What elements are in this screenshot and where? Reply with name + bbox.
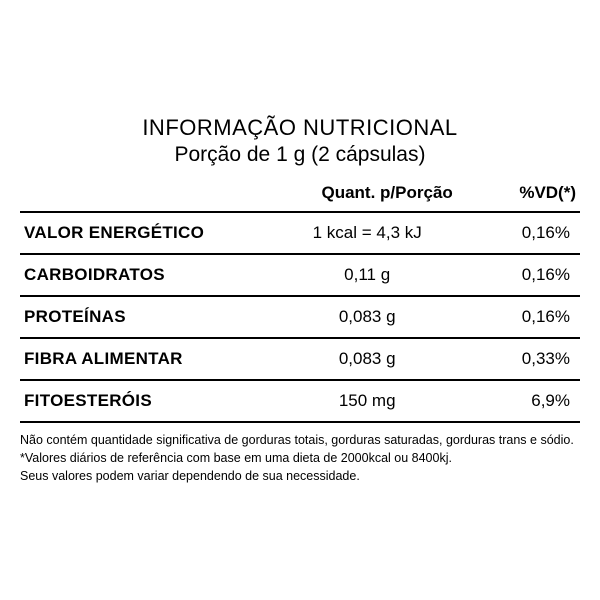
col-header-vd: %VD(*): [457, 177, 580, 212]
table-row: PROTEÍNAS 0,083 g 0,16%: [20, 296, 580, 338]
footnotes: Não contém quantidade significativa de g…: [20, 431, 580, 485]
table-row: VALOR ENERGÉTICO 1 kcal = 4,3 kJ 0,16%: [20, 212, 580, 254]
cell-name: VALOR ENERGÉTICO: [20, 212, 278, 254]
panel-title: INFORMAÇÃO NUTRICIONAL: [20, 115, 580, 141]
cell-qty: 150 mg: [278, 380, 457, 422]
footnote-line: Seus valores podem variar dependendo de …: [20, 467, 580, 485]
table-row: FITOESTERÓIS 150 mg 6,9%: [20, 380, 580, 422]
footnote-line: *Valores diários de referência com base …: [20, 449, 580, 467]
col-header-qty: Quant. p/Porção: [278, 177, 457, 212]
cell-vd: 0,16%: [457, 212, 580, 254]
cell-name: CARBOIDRATOS: [20, 254, 278, 296]
table-row: CARBOIDRATOS 0,11 g 0,16%: [20, 254, 580, 296]
cell-vd: 0,16%: [457, 296, 580, 338]
cell-qty: 0,083 g: [278, 338, 457, 380]
table-row: FIBRA ALIMENTAR 0,083 g 0,33%: [20, 338, 580, 380]
footnote-line: Não contém quantidade significativa de g…: [20, 431, 580, 449]
cell-name: PROTEÍNAS: [20, 296, 278, 338]
panel-header: INFORMAÇÃO NUTRICIONAL Porção de 1 g (2 …: [20, 115, 580, 167]
cell-name: FIBRA ALIMENTAR: [20, 338, 278, 380]
cell-name: FITOESTERÓIS: [20, 380, 278, 422]
cell-qty: 0,083 g: [278, 296, 457, 338]
table-header-row: Quant. p/Porção %VD(*): [20, 177, 580, 212]
nutrition-table: Quant. p/Porção %VD(*) VALOR ENERGÉTICO …: [20, 177, 580, 423]
cell-qty: 0,11 g: [278, 254, 457, 296]
cell-vd: 0,16%: [457, 254, 580, 296]
serving-size: Porção de 1 g (2 cápsulas): [20, 143, 580, 167]
col-header-name: [20, 177, 278, 212]
cell-vd: 6,9%: [457, 380, 580, 422]
cell-qty: 1 kcal = 4,3 kJ: [278, 212, 457, 254]
cell-vd: 0,33%: [457, 338, 580, 380]
nutrition-facts-panel: INFORMAÇÃO NUTRICIONAL Porção de 1 g (2 …: [20, 115, 580, 485]
